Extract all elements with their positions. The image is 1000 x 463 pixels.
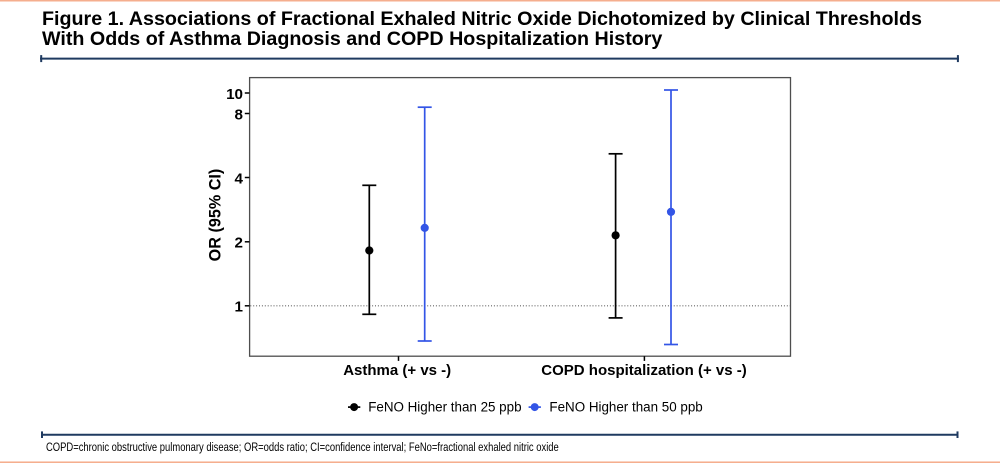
svg-text:COPD hospitalization (+ vs -): COPD hospitalization (+ vs -) (541, 362, 746, 379)
svg-text:FeNO Higher than 50 ppb: FeNO Higher than 50 ppb (549, 400, 702, 415)
svg-text:OR (95% CI): OR (95% CI) (206, 169, 224, 262)
svg-text:4: 4 (235, 170, 244, 187)
svg-text:1: 1 (235, 299, 244, 316)
svg-text:Asthma (+ vs -): Asthma (+ vs -) (343, 362, 451, 379)
svg-text:2: 2 (235, 235, 243, 252)
svg-text:10: 10 (226, 86, 243, 103)
svg-text:8: 8 (235, 106, 243, 123)
svg-text:FeNO Higher than 25 ppb: FeNO Higher than 25 ppb (368, 400, 521, 415)
